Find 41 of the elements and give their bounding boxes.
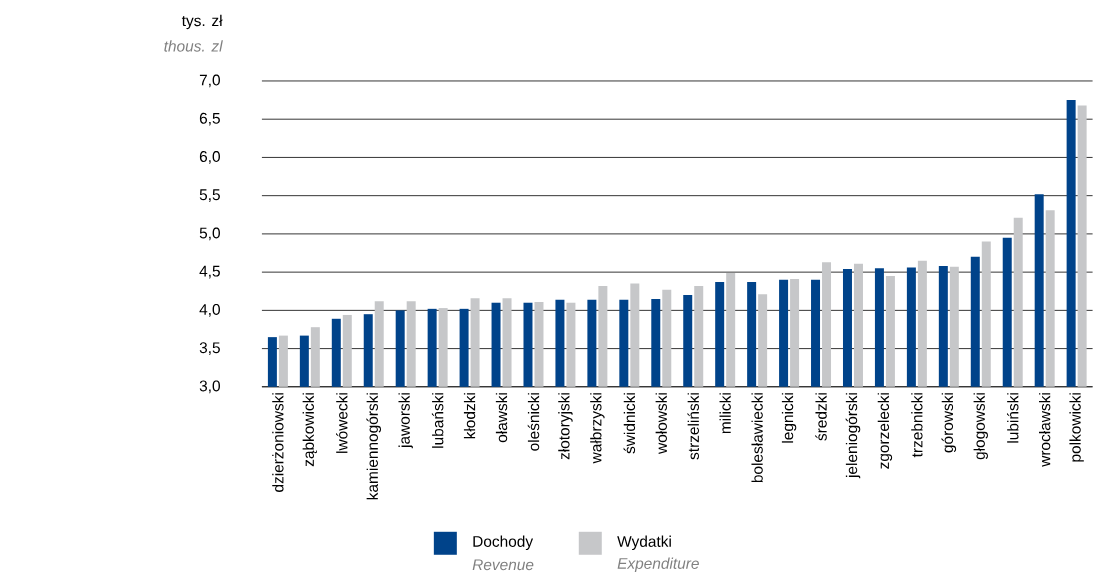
- x-tick-label: lwówecki: [336, 393, 348, 454]
- text: thous. zl: [164, 40, 223, 52]
- y-axis-title: tys. zł: [181, 14, 223, 30]
- x-tick-label: wałbrzyski: [590, 393, 605, 464]
- y-tick-label: 3,5: [199, 342, 220, 356]
- y-tick-label: 5,0: [199, 227, 220, 241]
- x-tick-label: ząbkowicki: [302, 393, 318, 467]
- x-tick-label: wrocławski: [1039, 393, 1051, 467]
- x-tick-label: zgorzelecki: [877, 393, 893, 469]
- x-tick-label: polkowicki: [1069, 393, 1084, 462]
- y-tick-label: 5,5: [199, 189, 220, 203]
- x-tick-label: dzierżoniowski: [272, 393, 284, 493]
- x-tick-label: średzki: [815, 393, 827, 441]
- text: Revenue: [472, 559, 534, 571]
- y-tick-label: 6,0: [199, 151, 220, 164]
- y-tick-label: 4,5: [199, 265, 220, 279]
- x-tick-label: głogowski: [973, 393, 988, 460]
- x-tick-label: kamiennogórski: [366, 393, 382, 500]
- y-tick-label: 3,0: [199, 380, 220, 394]
- x-tick-label: górowski: [941, 393, 957, 453]
- x-tick-label: kłodzki: [463, 393, 476, 439]
- x-tick-label: jeleniogórski: [845, 393, 861, 479]
- y-tick-label: 6,5: [199, 112, 220, 126]
- x-tick-label: lubiński: [1006, 393, 1019, 443]
- x-tick-label: strzeliński: [687, 393, 699, 460]
- x-tick-label: milicki: [719, 393, 731, 434]
- x-tick-label: lubański: [431, 393, 444, 448]
- x-tick-label: złotoryjski: [558, 393, 573, 460]
- x-tick-label: bolesławiecki: [751, 393, 763, 483]
- x-tick-label: świdnicki: [623, 393, 636, 454]
- x-tick-label: wołowski: [655, 393, 667, 455]
- x-tick-label: jaworski: [398, 393, 413, 449]
- x-tick-label: oławski: [495, 393, 508, 443]
- legend-label: Wydatki: [617, 535, 671, 551]
- y-tick-label: 4,0: [199, 304, 220, 317]
- x-tick-label: oleśnicki: [527, 393, 540, 451]
- text: Expenditure: [617, 557, 699, 573]
- legend-label: Dochody: [473, 535, 534, 551]
- x-tick-label: trzebnicki: [911, 393, 923, 458]
- x-tick-label: legnicki: [781, 393, 797, 443]
- y-tick-label: 7,0: [199, 74, 220, 88]
